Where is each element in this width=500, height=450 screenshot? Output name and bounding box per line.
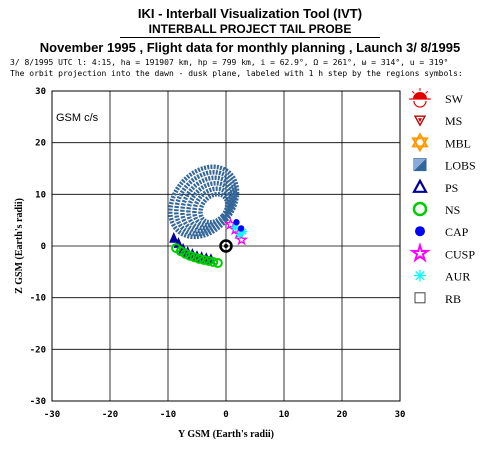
ps-point: [169, 232, 179, 243]
ns-point: [208, 257, 219, 268]
lobs-orbit-loop: [198, 192, 230, 225]
legend-label: CAP: [445, 225, 469, 239]
y-tick-label: 0: [41, 242, 46, 252]
triangle-down-icon: [413, 115, 427, 127]
legend-label: MS: [445, 114, 462, 128]
legend-item-cap: CAP: [415, 225, 469, 239]
projection-description: The orbit projection into the dawn - dus…: [10, 69, 463, 78]
aur-point-stroke: [240, 228, 247, 235]
legend-item-ps: PS: [412, 178, 458, 195]
y-tick-label: -10: [30, 294, 46, 304]
x-tick-label: 30: [395, 410, 406, 420]
legend-label: LOBS: [445, 159, 476, 173]
cusp-point: [234, 232, 249, 246]
filled-dot-icon: [415, 226, 425, 237]
ns-point: [212, 258, 223, 269]
earth-center: [224, 244, 228, 248]
ns-point: [194, 253, 205, 264]
y-tick-label: -30: [30, 397, 46, 407]
legend-label: PS: [445, 181, 458, 195]
asterisk-icon: [414, 269, 426, 282]
legend-item-ns: NS: [412, 201, 460, 217]
page-title: IKI - Interball Visualization Tool (IVT): [137, 6, 363, 21]
title-underline: [120, 37, 380, 38]
y-tick-label: 20: [35, 139, 46, 149]
legend-label: CUSP: [445, 247, 475, 261]
x-tick-label: 10: [279, 410, 290, 420]
ns-point: [198, 254, 209, 265]
star-of-david-icon: [411, 132, 429, 153]
x-tick-label: -30: [44, 410, 60, 420]
legend-item-mbl: MBL: [411, 132, 471, 153]
legend-item-cusp: CUSP: [409, 242, 475, 263]
legend-label: RB: [445, 292, 461, 306]
legend-label: MBL: [445, 136, 471, 150]
cap-point: [237, 225, 245, 232]
split-square-icon: [413, 158, 427, 172]
x-tick-label: 0: [223, 410, 228, 420]
legend-label: SW: [445, 92, 464, 106]
x-tick-label: 20: [337, 410, 348, 420]
x-tick-label: -20: [102, 410, 118, 420]
x-axis-label: Y GSM (Earth's radii): [178, 429, 274, 440]
legend-item-aur: AUR: [414, 269, 470, 284]
aur-point-stroke: [231, 224, 239, 231]
coordinate-system-label: GSM c/s: [56, 112, 99, 124]
triangle-up-icon: [412, 178, 428, 193]
cap-point: [233, 219, 240, 226]
flight-info-title: November 1995 , Flight data for monthly …: [39, 40, 461, 55]
legend-label: AUR: [445, 270, 470, 284]
x-tick-label: -10: [160, 410, 176, 420]
y-axis-label: Z GSM (Earth's radii): [14, 198, 25, 294]
y-tick-label: -20: [30, 345, 46, 355]
orbit-parameters: 3/ 8/1995 UTC l: 4:15, ha = 191907 km, h…: [10, 58, 449, 67]
ns-point: [180, 248, 191, 259]
legend-item-rb: RB: [414, 292, 461, 306]
series-lobs: [168, 164, 240, 240]
y-tick-label: 30: [35, 87, 46, 97]
legend-item-ms: MS: [413, 114, 462, 128]
page-subtitle: INTERBALL PROJECT TAIL PROBE: [148, 22, 352, 36]
square-icon: [414, 292, 426, 304]
ns-point: [189, 252, 200, 263]
sun-icon: [409, 88, 431, 108]
legend-label: NS: [445, 203, 460, 217]
legend-item-sw: SW: [409, 88, 464, 108]
circle-icon: [412, 201, 428, 217]
ns-point: [185, 250, 196, 261]
earth-marker: [219, 239, 233, 253]
legend-item-lobs: LOBS: [413, 158, 476, 173]
ns-point: [203, 255, 214, 266]
y-tick-label: 10: [35, 190, 46, 200]
star-icon: [409, 242, 431, 263]
